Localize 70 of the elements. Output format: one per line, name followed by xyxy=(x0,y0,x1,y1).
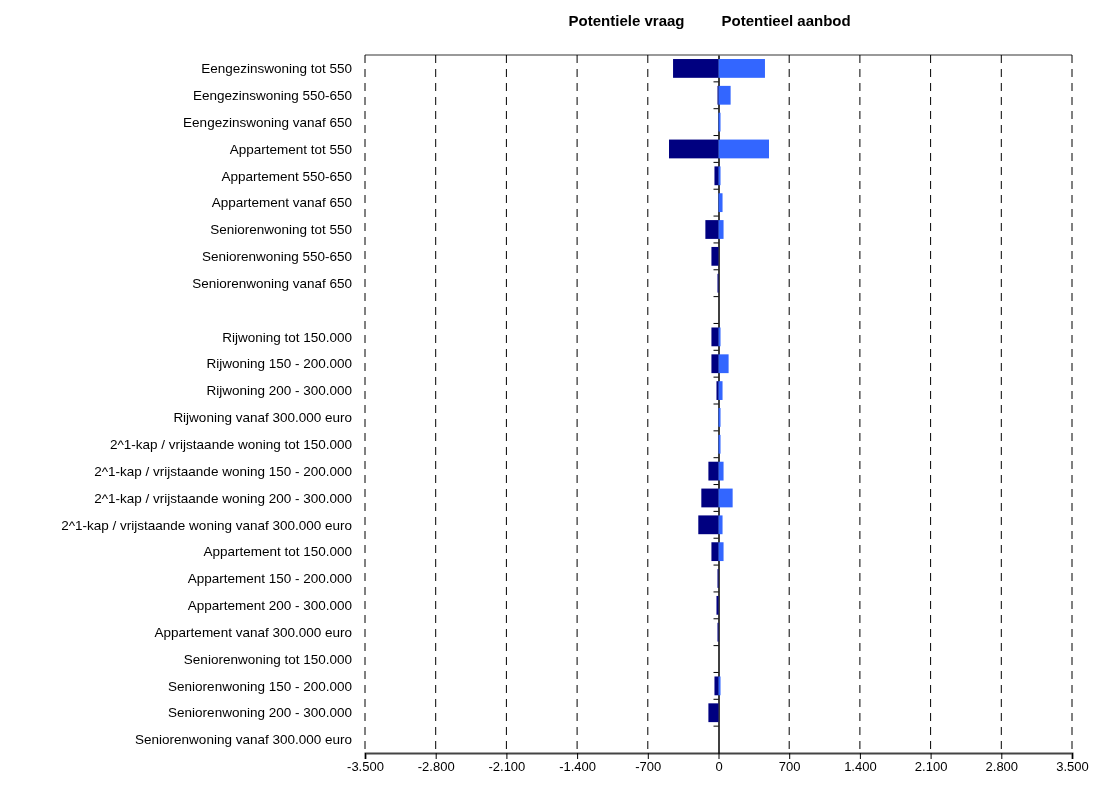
y-tick-label: Seniorenwoning tot 550 xyxy=(210,222,352,238)
bar xyxy=(705,220,719,239)
x-tick-label: -2.800 xyxy=(417,759,455,775)
bar xyxy=(718,676,721,696)
bar xyxy=(718,139,769,159)
bar xyxy=(718,112,721,132)
bar xyxy=(718,515,723,535)
y-tick-label: Appartement vanaf 300.000 euro xyxy=(154,624,352,640)
y-tick-label: Seniorenwoning 200 - 300.000 xyxy=(168,705,352,721)
bar xyxy=(718,327,721,347)
bar xyxy=(718,461,724,481)
y-tick-label: 2^1-kap / vrijstaande woning 150 - 200.000 xyxy=(94,463,352,479)
y-tick-label: Seniorenwoning 150 - 200.000 xyxy=(168,678,352,694)
bar xyxy=(718,434,721,454)
bar xyxy=(716,381,719,400)
bar xyxy=(673,59,719,78)
y-tick-label: Appartement tot 550 xyxy=(229,141,352,157)
y-tick-label: Seniorenwoning vanaf 650 xyxy=(192,275,352,291)
x-tick-label: 1.400 xyxy=(844,759,877,775)
y-tick-label: 2^1-kap / vrijstaande woning tot 150.000 xyxy=(110,436,352,452)
y-tick-label: Eengezinswoning tot 550 xyxy=(201,61,352,77)
y-tick-label: Eengezinswoning vanaf 650 xyxy=(183,114,352,130)
bar xyxy=(718,85,731,105)
y-tick-label: Seniorenwoning 550-650 xyxy=(201,249,352,265)
y-tick-label: Appartement 200 - 300.000 xyxy=(187,598,352,614)
x-tick-label: 2.100 xyxy=(914,759,948,775)
bar xyxy=(718,542,724,562)
y-tick-label: Appartement tot 150.000 xyxy=(203,544,352,560)
bar xyxy=(711,246,719,266)
bar xyxy=(711,327,719,347)
y-tick-label: 2^1-kap / vrijstaande woning vanaf 300.000 euro xyxy=(61,517,352,533)
x-tick-label: 0 xyxy=(715,759,723,775)
x-tick-label: 700 xyxy=(778,759,801,775)
y-tick-label: Rijwoning 150 - 200.000 xyxy=(206,356,352,372)
y-tick-label: Appartement 550-650 xyxy=(221,168,352,184)
x-tick-label: -3.500 xyxy=(347,759,384,775)
bar xyxy=(718,408,721,427)
bar xyxy=(711,542,719,562)
bar xyxy=(701,488,719,508)
text: Potentiele vraag xyxy=(568,12,685,29)
text: Potentieel aanbod xyxy=(721,12,851,29)
bar xyxy=(718,381,723,400)
bar xyxy=(708,703,719,723)
y-tick-label: Seniorenwoning tot 150.000 xyxy=(183,651,352,667)
x-tick-label: -1.400 xyxy=(559,759,597,775)
x-tick-label: 2.800 xyxy=(985,759,1019,775)
y-tick-label: Seniorenwoning vanaf 300.000 euro xyxy=(135,732,352,748)
x-tick-label: 3.500 xyxy=(1056,759,1089,775)
bar xyxy=(698,515,719,535)
bar xyxy=(716,595,719,615)
y-tick-label: Appartement vanaf 650 xyxy=(211,195,352,211)
x-tick-label: -2.100 xyxy=(488,759,526,775)
y-tick-label: Appartement 150 - 200.000 xyxy=(187,571,352,587)
x-tick-label: -700 xyxy=(635,759,662,775)
bar xyxy=(714,166,719,186)
bar xyxy=(714,676,719,696)
bar xyxy=(718,59,765,78)
bar xyxy=(718,193,723,213)
bar xyxy=(718,354,729,374)
bar xyxy=(718,488,733,508)
bar xyxy=(708,461,719,481)
y-tick-label: 2^1-kap / vrijstaande woning 200 - 300.000 xyxy=(94,490,352,506)
bar xyxy=(711,354,719,374)
y-tick-label: Rijwoning 200 - 300.000 xyxy=(206,383,352,399)
bar xyxy=(718,166,721,186)
y-tick-label: Rijwoning tot 150.000 xyxy=(222,329,352,345)
y-tick-label: Rijwoning vanaf 300.000 euro xyxy=(173,410,352,426)
bar xyxy=(669,139,719,159)
y-tick-label: Eengezinswoning 550-650 xyxy=(192,87,352,103)
bar xyxy=(718,220,724,239)
